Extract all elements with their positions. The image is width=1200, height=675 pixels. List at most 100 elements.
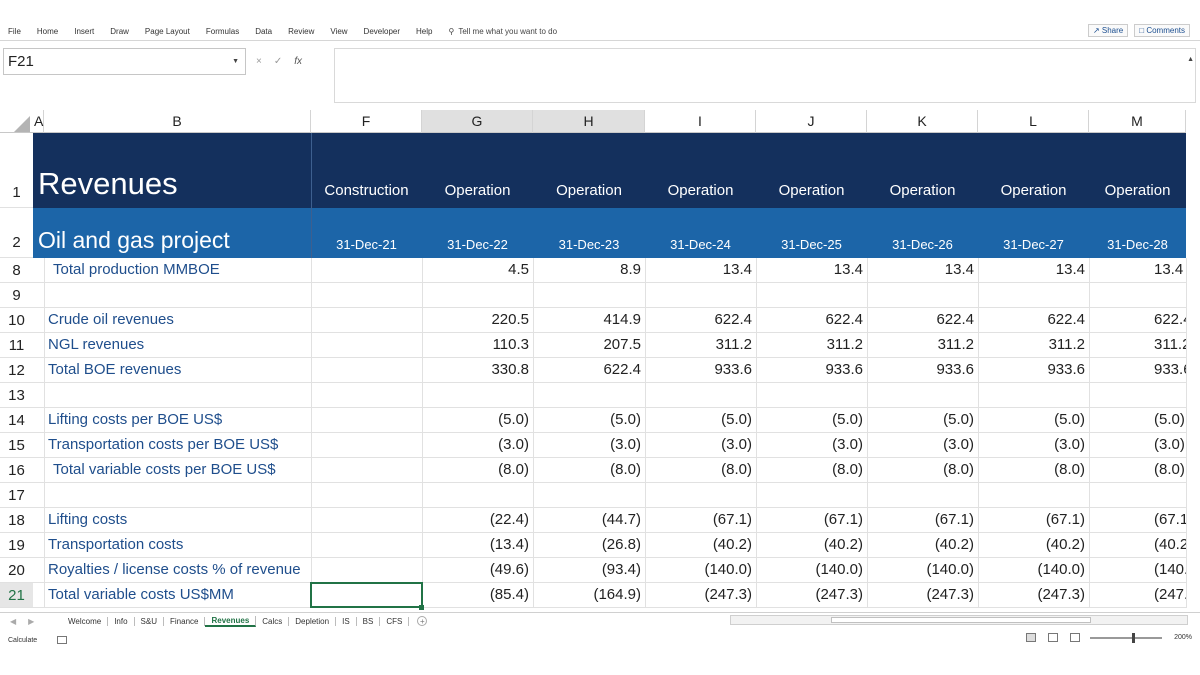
data-cell[interactable]: (49.6) xyxy=(489,561,529,578)
data-cell[interactable]: (3.0) xyxy=(832,436,863,453)
row-header[interactable]: 2 xyxy=(0,208,33,258)
sheet-tab-depletion[interactable]: Depletion xyxy=(289,616,337,626)
data-cell[interactable]: (140.0) xyxy=(1154,561,1186,578)
row-header[interactable]: 17 xyxy=(0,483,33,508)
sheet-tab-cfs[interactable]: CFS xyxy=(380,616,410,626)
data-cell[interactable]: (22.4) xyxy=(489,511,529,528)
data-cell[interactable]: (247.3) xyxy=(815,586,863,603)
macro-record-icon[interactable] xyxy=(57,636,68,644)
data-cell[interactable]: (8.0) xyxy=(721,461,752,478)
data-cell[interactable]: (3.0) xyxy=(610,436,641,453)
data-cell[interactable]: (164.9) xyxy=(593,586,641,603)
data-cell[interactable]: (140.0) xyxy=(1037,561,1085,578)
tab-help[interactable]: Help xyxy=(416,26,433,36)
data-cell[interactable]: 622.4 xyxy=(936,311,974,328)
row-label[interactable]: Lifting costs xyxy=(48,511,128,528)
data-cell[interactable]: (8.0) xyxy=(498,461,529,478)
data-cell[interactable]: 622.4 xyxy=(825,311,863,328)
data-cell[interactable]: 207.5 xyxy=(603,336,641,353)
data-cell[interactable]: 933.6 xyxy=(714,361,752,378)
data-cell[interactable]: (247.3) xyxy=(1037,586,1085,603)
chevron-up-icon[interactable]: ▲ xyxy=(1187,56,1194,63)
data-cell[interactable]: (3.0) xyxy=(721,436,752,453)
column-header-a[interactable]: A xyxy=(33,110,44,133)
row-header[interactable]: 10 xyxy=(0,308,33,333)
scroll-thumb[interactable] xyxy=(831,617,1091,623)
tab-view[interactable]: View xyxy=(330,26,348,36)
data-cell[interactable]: 311.2 xyxy=(826,336,863,353)
data-cell[interactable]: 933.6 xyxy=(936,361,974,378)
row-label[interactable]: Lifting costs per BOE US$ xyxy=(48,411,223,428)
row-header[interactable]: 9 xyxy=(0,283,33,308)
data-cell[interactable]: (247.3) xyxy=(926,586,974,603)
data-cell[interactable]: 933.6 xyxy=(825,361,863,378)
prev-sheet-icon[interactable]: ◀ xyxy=(10,616,17,626)
normal-view-icon[interactable] xyxy=(1026,633,1036,642)
data-cell[interactable]: (67.1) xyxy=(823,511,863,528)
formula-input[interactable] xyxy=(334,48,1196,103)
column-header-j[interactable]: J xyxy=(756,110,867,133)
tab-page-layout[interactable]: Page Layout xyxy=(144,26,190,36)
enter-icon[interactable]: ✓ xyxy=(273,56,283,67)
row-label[interactable]: Total variable costs per BOE US$ xyxy=(53,461,276,478)
data-cell[interactable]: (8.0) xyxy=(1054,461,1085,478)
tab-review[interactable]: Review xyxy=(288,26,315,36)
sheet-tab-calcs[interactable]: Calcs xyxy=(256,616,290,626)
sheet-tab-bs[interactable]: BS xyxy=(357,616,381,626)
row-label[interactable]: NGL revenues xyxy=(48,336,145,353)
data-cell[interactable]: (93.4) xyxy=(601,561,641,578)
sheet-tab-finance[interactable]: Finance xyxy=(164,616,206,626)
cancel-icon[interactable]: × xyxy=(256,56,262,67)
data-cell[interactable]: (5.0) xyxy=(1154,411,1185,428)
row-label[interactable]: Royalties / license costs % of revenue xyxy=(48,561,301,578)
data-cell[interactable]: 311.2 xyxy=(937,336,974,353)
data-cell[interactable]: (8.0) xyxy=(832,461,863,478)
data-cell[interactable]: 622.4 xyxy=(603,361,641,378)
row-label[interactable]: Transportation costs xyxy=(48,536,184,553)
column-header-f[interactable]: F xyxy=(311,110,422,133)
data-cell[interactable]: (5.0) xyxy=(610,411,641,428)
data-cell[interactable]: 622.4 xyxy=(1154,311,1186,328)
data-cell[interactable]: 330.8 xyxy=(491,361,529,378)
data-cell[interactable]: (3.0) xyxy=(943,436,974,453)
page-break-view-icon[interactable] xyxy=(1070,633,1080,642)
data-cell[interactable]: (67.1) xyxy=(1154,511,1186,528)
data-cell[interactable]: (40.2) xyxy=(712,536,752,553)
row-header[interactable]: 14 xyxy=(0,408,33,433)
row-header[interactable]: 8 xyxy=(0,258,33,283)
sheet-tab-revenues[interactable]: Revenues xyxy=(205,615,257,627)
data-cell[interactable]: (247.3) xyxy=(1154,586,1186,603)
data-cell[interactable]: (26.8) xyxy=(601,536,641,553)
tell-me-search[interactable]: ⚲ Tell me what you want to do xyxy=(448,27,557,36)
data-cell[interactable]: (44.7) xyxy=(601,511,641,528)
data-cell[interactable]: (3.0) xyxy=(1054,436,1085,453)
data-cell[interactable]: (5.0) xyxy=(943,411,974,428)
vertical-scrollbar[interactable] xyxy=(1188,110,1198,610)
data-cell[interactable]: 622.4 xyxy=(1047,311,1085,328)
sheet-tab-welcome[interactable]: Welcome xyxy=(62,616,109,626)
column-header-m[interactable]: M xyxy=(1089,110,1186,133)
data-cell[interactable]: (3.0) xyxy=(498,436,529,453)
tab-data[interactable]: Data xyxy=(255,26,273,36)
data-cell[interactable]: (140.0) xyxy=(815,561,863,578)
name-box[interactable]: F21 ▼ xyxy=(3,48,246,75)
zoom-knob[interactable] xyxy=(1132,633,1135,643)
data-cell[interactable]: 933.6 xyxy=(1154,361,1186,378)
active-cell-selection[interactable] xyxy=(310,582,423,608)
data-cell[interactable]: (40.2) xyxy=(1045,536,1085,553)
data-cell[interactable]: (3.0) xyxy=(1154,436,1185,453)
data-cell[interactable]: 8.9 xyxy=(620,261,641,278)
data-cell[interactable]: (140.0) xyxy=(704,561,752,578)
row-header[interactable]: 12 xyxy=(0,358,33,383)
data-cell[interactable]: (5.0) xyxy=(832,411,863,428)
horizontal-scrollbar[interactable] xyxy=(730,615,1188,625)
data-cell[interactable]: 311.2 xyxy=(1048,336,1085,353)
data-cell[interactable]: 933.6 xyxy=(1047,361,1085,378)
row-header[interactable]: 15 xyxy=(0,433,33,458)
tab-file[interactable]: File xyxy=(8,26,21,36)
data-cell[interactable]: (8.0) xyxy=(943,461,974,478)
add-sheet-icon[interactable]: + xyxy=(417,616,428,626)
column-header-l[interactable]: L xyxy=(978,110,1089,133)
data-cell[interactable]: (67.1) xyxy=(712,511,752,528)
row-header[interactable]: 19 xyxy=(0,533,33,558)
